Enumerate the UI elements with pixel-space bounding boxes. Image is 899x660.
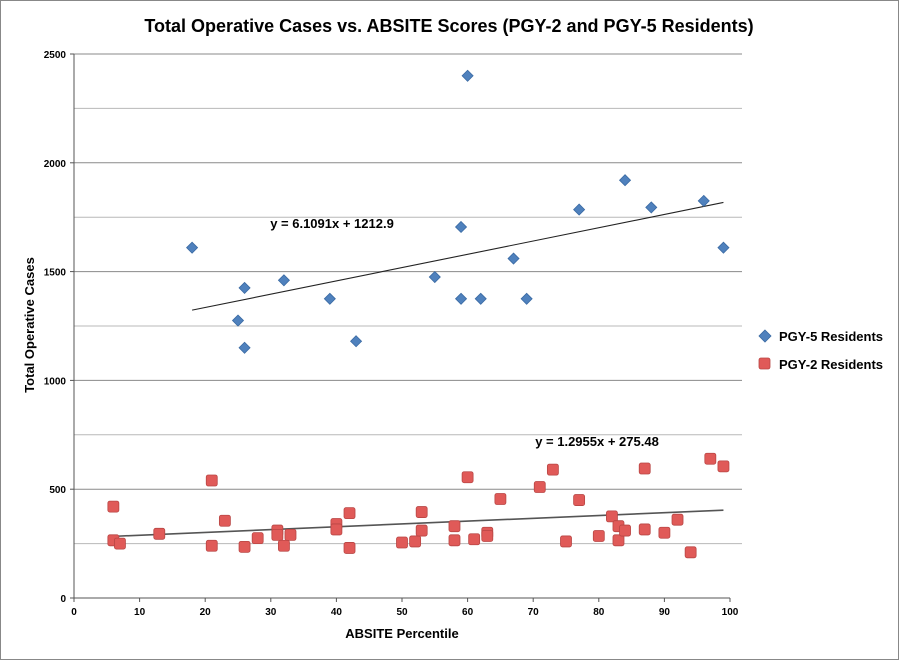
pgy5-point: [186, 241, 199, 254]
pgy2-point: [343, 542, 356, 554]
x-tick-label: 100: [722, 607, 739, 618]
pgy5-point: [697, 194, 710, 207]
pgy5-point: [717, 241, 730, 254]
pgy2-point: [592, 530, 605, 542]
legend-pgy5-label: PGY-5 Residents: [779, 329, 883, 344]
legend-pgy2-label: PGY-2 Residents: [779, 357, 883, 372]
pgy2-point: [238, 540, 251, 553]
pgy2-point: [448, 534, 461, 547]
pgy5-trend-equation: y = 6.1091x + 1212.9: [270, 216, 394, 231]
x-tick-label: 30: [265, 607, 277, 618]
y-tick-labels: 0 500 1000 1500 2000 2500: [44, 50, 74, 605]
pgy2-point: [153, 527, 166, 540]
y-tick-label: 1000: [44, 376, 67, 387]
pgy2-point: [409, 535, 422, 548]
pgy2-trend-equation: y = 1.2955x + 275.48: [535, 434, 659, 449]
pgy5-point: [238, 341, 251, 354]
x-tick-label: 50: [396, 607, 408, 618]
y-tick-label: 500: [49, 485, 66, 496]
trendlines: [113, 201, 724, 538]
y-tick-label: 0: [60, 594, 66, 605]
pgy2-point: [448, 520, 461, 533]
y-axis-title: Total Operative Cases: [22, 257, 37, 393]
pgy2-point: [684, 546, 697, 559]
legend-pgy5-marker: [758, 329, 772, 343]
pgy5-point: [645, 201, 658, 214]
pgy2-point: [343, 507, 356, 520]
pgy2-trendline: [113, 509, 724, 538]
x-tick-label: 10: [134, 607, 146, 618]
x-axis-title: ABSITE Percentile: [345, 626, 458, 641]
pgy5-point: [428, 270, 441, 284]
pgy2-point: [461, 471, 474, 484]
pgy2-point: [415, 506, 428, 518]
pgy2-series: [107, 452, 730, 559]
pgy5-point: [323, 292, 336, 305]
pgy5-trendline: [191, 201, 724, 311]
x-tick-label: 60: [462, 607, 474, 618]
x-tick-label: 0: [71, 607, 77, 618]
pgy2-point: [278, 539, 290, 552]
pgy2-point: [481, 530, 494, 542]
pgy5-point: [474, 292, 487, 305]
pgy2-point: [638, 462, 651, 475]
pgy2-point: [606, 510, 618, 523]
pgy2-point: [396, 536, 408, 549]
pgy5-point: [454, 220, 468, 234]
pgy2-point: [415, 524, 428, 537]
pgy2-point: [717, 460, 730, 473]
y-tick-label: 2500: [44, 50, 67, 61]
pgy2-point: [560, 535, 572, 548]
pgy5-point: [231, 314, 245, 327]
y-tick-label: 1500: [44, 268, 67, 279]
pgy2-point: [638, 523, 651, 536]
pgy2-point: [612, 534, 625, 547]
x-tick-label: 70: [528, 607, 540, 618]
pgy5-point: [618, 174, 632, 187]
pgy2-point: [533, 481, 546, 493]
pgy2-point: [205, 539, 218, 552]
pgy2-point: [658, 526, 671, 539]
pgy2-point: [546, 463, 559, 476]
pgy2-point: [271, 528, 284, 541]
pgy2-point: [251, 532, 264, 545]
pgy2-point: [619, 524, 631, 537]
pgy2-point: [205, 474, 218, 487]
data-points: [107, 69, 730, 559]
pgy2-point: [107, 500, 120, 513]
pgy5-point: [454, 292, 468, 305]
pgy2-point: [494, 493, 507, 505]
x-tick-labels: 0 10 20 30 40 50 60 70 80 90 100: [71, 598, 739, 618]
pgy2-point: [671, 513, 684, 526]
chart-title: Total Operative Cases vs. ABSITE Scores …: [144, 16, 753, 36]
pgy5-point: [238, 281, 251, 294]
pgy2-point: [704, 452, 717, 465]
x-tick-label: 20: [200, 607, 212, 618]
x-tick-label: 80: [593, 607, 605, 618]
pgy5-series: [186, 69, 730, 354]
pgy5-point: [350, 335, 363, 348]
pgy2-point: [114, 537, 126, 550]
pgy2-point: [468, 533, 481, 546]
pgy5-point: [507, 252, 520, 265]
x-tick-label: 90: [659, 607, 671, 618]
pgy5-point: [461, 69, 474, 82]
y-tick-label: 2000: [44, 159, 67, 170]
pgy2-point: [330, 523, 343, 536]
pgy5-point: [573, 203, 586, 216]
pgy2-point: [284, 528, 297, 541]
pgy2-point: [218, 514, 231, 527]
x-tick-label: 40: [331, 607, 343, 618]
pgy5-point: [520, 292, 533, 305]
legend-pgy2-marker: [758, 357, 771, 370]
pgy2-point: [573, 494, 586, 506]
legend: PGY-5 Residents PGY-2 Residents: [758, 329, 883, 372]
pgy5-point: [277, 274, 290, 287]
gridlines: [74, 53, 742, 545]
